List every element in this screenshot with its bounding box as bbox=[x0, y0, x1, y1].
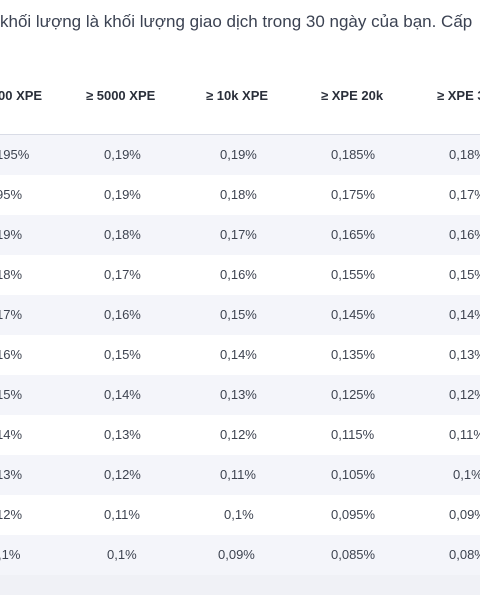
table-row: 12% 0,11% 0,1% 0,095% 0,09% bbox=[0, 495, 480, 535]
table-cell: 0,105% bbox=[331, 467, 376, 482]
table-cell: 0,155% bbox=[331, 267, 376, 282]
table-cell: 15% bbox=[0, 387, 23, 402]
table-cell: 0,09% bbox=[218, 547, 255, 562]
table-cell: 0,18% bbox=[220, 187, 257, 202]
table-row: 17% 0,16% 0,15% 0,145% 0,14% bbox=[0, 295, 480, 335]
table-cell: 0,12% bbox=[449, 387, 480, 402]
table-cell: 0,16% bbox=[104, 307, 141, 322]
table-cell: 14% bbox=[0, 427, 23, 442]
table-cell: 0,08% bbox=[449, 547, 480, 562]
table-row: 15% 0,14% 0,13% 0,125% 0,12% bbox=[0, 375, 480, 415]
header-cell: ≥ XPE 20k bbox=[321, 88, 384, 103]
table-row: 14% 0,13% 0,12% 0,115% 0,11% bbox=[0, 415, 480, 455]
table-cell: 0,15% bbox=[104, 347, 141, 362]
table-cell: 0,175% bbox=[331, 187, 376, 202]
table-cell: 0,125% bbox=[331, 387, 376, 402]
table-cell: 0,095% bbox=[331, 507, 376, 522]
table-cell: 0,17% bbox=[104, 267, 141, 282]
table-cell: 0,14% bbox=[220, 347, 257, 362]
header-cell: 00 XPE bbox=[0, 88, 43, 103]
table-row: 95% 0,19% 0,18% 0,175% 0,17% bbox=[0, 175, 480, 215]
table-cell: 0,11% bbox=[220, 467, 256, 482]
intro-text: khối lượng là khối lượng giao dịch trong… bbox=[0, 12, 473, 31]
table-cell: 0,17% bbox=[220, 227, 257, 242]
table-cell: 0,15% bbox=[220, 307, 257, 322]
table-cell: 0,1% bbox=[107, 547, 137, 562]
table-header: 00 XPE ≥ 5000 XPE ≥ 10k XPE ≥ XPE 20k ≥ … bbox=[0, 88, 480, 118]
table-row: 195% 0,19% 0,19% 0,185% 0,18% bbox=[0, 135, 480, 175]
table-cell: 0,13% bbox=[220, 387, 257, 402]
table-cell: 0,19% bbox=[104, 147, 141, 162]
table-cell: 0,17% bbox=[449, 187, 480, 202]
table-cell: 0,115% bbox=[331, 427, 375, 442]
header-cell: ≥ 5000 XPE bbox=[86, 88, 156, 103]
table-cell: 17% bbox=[0, 307, 23, 322]
table-row: ,1% 0,1% 0,09% 0,085% 0,08% bbox=[0, 535, 480, 575]
table-cell: 0,12% bbox=[220, 427, 257, 442]
fee-table-body: 195% 0,19% 0,19% 0,185% 0,18% 95% 0,19% … bbox=[0, 135, 480, 575]
table-cell: ,1% bbox=[0, 547, 21, 562]
table-cell: 0,09% bbox=[449, 507, 480, 522]
table-cell: 0,13% bbox=[449, 347, 480, 362]
table-row: 16% 0,15% 0,14% 0,135% 0,13% bbox=[0, 335, 480, 375]
table-cell: 0,1% bbox=[224, 507, 254, 522]
table-cell: 0,14% bbox=[104, 387, 141, 402]
table-cell: 95% bbox=[0, 187, 23, 202]
table-cell: 19% bbox=[0, 227, 23, 242]
table-cell: 18% bbox=[0, 267, 23, 282]
table-cell: 0,11% bbox=[104, 507, 140, 522]
table-cell: 16% bbox=[0, 347, 23, 362]
table-cell: 0,185% bbox=[331, 147, 376, 162]
table-cell: 0,12% bbox=[104, 467, 141, 482]
table-cell: 12% bbox=[0, 507, 23, 522]
table-cell: 0,16% bbox=[449, 227, 480, 242]
table-cell: 195% bbox=[0, 147, 30, 162]
table-cell: 0,15% bbox=[449, 267, 480, 282]
table-cell: 0,18% bbox=[104, 227, 141, 242]
table-cell: 0,085% bbox=[331, 547, 376, 562]
table-row: 19% 0,18% 0,17% 0,165% 0,16% bbox=[0, 215, 480, 255]
table-cell: 0,19% bbox=[104, 187, 141, 202]
header-cell: ≥ 10k XPE bbox=[206, 88, 269, 103]
table-cell: 0,18% bbox=[449, 147, 480, 162]
header-divider bbox=[0, 134, 480, 135]
table-cell: 13% bbox=[0, 467, 23, 482]
header-cell: ≥ XPE 3 bbox=[437, 88, 480, 103]
table-cell: 0,14% bbox=[449, 307, 480, 322]
table-row: 18% 0,17% 0,16% 0,155% 0,15% bbox=[0, 255, 480, 295]
table-row: 13% 0,12% 0,11% 0,105% 0,1% bbox=[0, 455, 480, 495]
table-cell: 0,145% bbox=[331, 307, 376, 322]
table-cell: 0,13% bbox=[104, 427, 141, 442]
table-footer-band bbox=[0, 575, 480, 595]
table-cell: 0,165% bbox=[331, 227, 376, 242]
table-cell: 0,16% bbox=[220, 267, 257, 282]
table-cell: 0,1% bbox=[453, 467, 480, 482]
table-cell: 0,11% bbox=[449, 427, 480, 442]
table-cell: 0,135% bbox=[331, 347, 376, 362]
table-cell: 0,19% bbox=[220, 147, 257, 162]
